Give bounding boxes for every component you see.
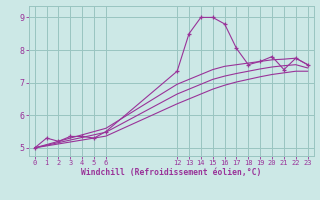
X-axis label: Windchill (Refroidissement éolien,°C): Windchill (Refroidissement éolien,°C) (81, 168, 261, 177)
